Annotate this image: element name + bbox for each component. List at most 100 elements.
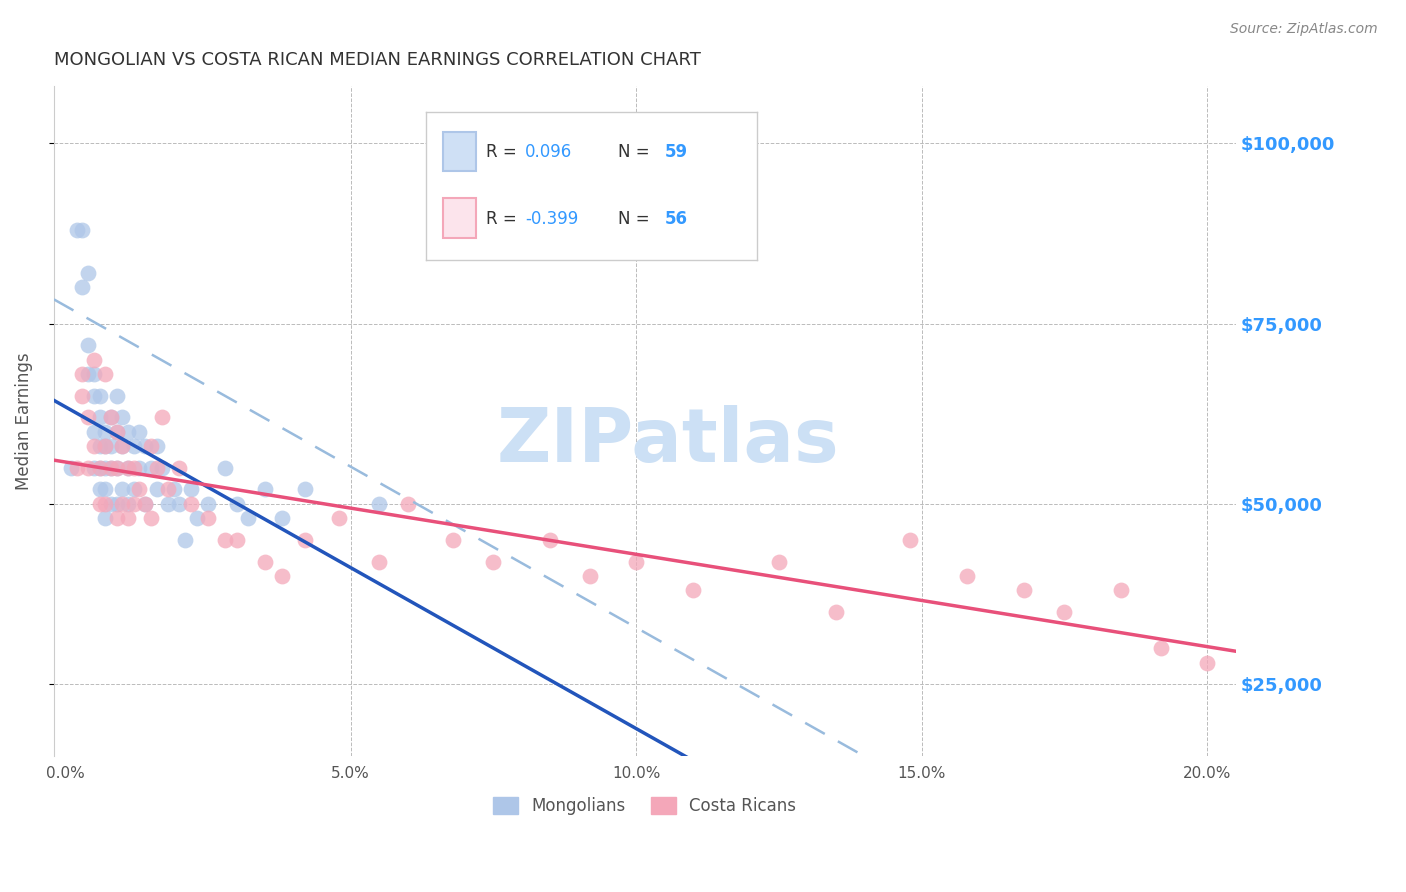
Point <box>94 439 117 453</box>
Point <box>254 555 277 569</box>
Point <box>128 483 150 497</box>
Point <box>105 460 128 475</box>
Point <box>1195 656 1218 670</box>
Text: Source: ZipAtlas.com: Source: ZipAtlas.com <box>1230 22 1378 37</box>
Point <box>163 483 186 497</box>
Point <box>150 410 173 425</box>
Point <box>77 338 100 352</box>
Point <box>77 410 100 425</box>
Point <box>83 352 105 367</box>
Point <box>624 555 647 569</box>
Text: ZIPatlas: ZIPatlas <box>496 404 839 477</box>
Point <box>225 497 247 511</box>
Point <box>254 483 277 497</box>
Point <box>122 483 145 497</box>
Point <box>100 460 122 475</box>
Point <box>105 497 128 511</box>
Point <box>368 497 391 511</box>
Point <box>111 483 134 497</box>
Point <box>768 555 790 569</box>
Point <box>72 367 94 381</box>
Point <box>145 460 167 475</box>
Point <box>94 497 117 511</box>
Point <box>100 497 122 511</box>
Point <box>77 367 100 381</box>
Point <box>72 280 94 294</box>
Point <box>682 583 704 598</box>
Point <box>139 439 162 453</box>
Point <box>100 460 122 475</box>
Point <box>225 533 247 547</box>
Point <box>294 533 316 547</box>
Point <box>117 511 139 525</box>
Point <box>72 389 94 403</box>
Point <box>294 483 316 497</box>
Point <box>100 410 122 425</box>
Point <box>1150 641 1173 656</box>
Point <box>540 533 562 547</box>
Point <box>271 511 294 525</box>
Point <box>122 439 145 453</box>
Point <box>956 569 979 583</box>
Point <box>94 483 117 497</box>
Point <box>1014 583 1036 598</box>
Point <box>111 410 134 425</box>
Point <box>89 497 111 511</box>
Point <box>94 425 117 439</box>
Point <box>89 439 111 453</box>
Point <box>328 511 350 525</box>
Point <box>156 483 179 497</box>
Legend: Mongolians, Costa Ricans: Mongolians, Costa Ricans <box>486 790 803 822</box>
Point <box>134 497 156 511</box>
Point <box>94 460 117 475</box>
Point <box>89 460 111 475</box>
Point <box>180 483 202 497</box>
Point <box>105 425 128 439</box>
Point <box>134 439 156 453</box>
Point <box>174 533 197 547</box>
Point <box>180 497 202 511</box>
Point <box>825 605 848 619</box>
Point <box>156 497 179 511</box>
Point <box>72 223 94 237</box>
Point <box>898 533 921 547</box>
Point <box>197 497 219 511</box>
Point <box>396 497 419 511</box>
Point <box>236 511 259 525</box>
Point <box>83 389 105 403</box>
Point <box>66 460 89 475</box>
Point <box>139 511 162 525</box>
Point <box>89 410 111 425</box>
Point <box>111 497 134 511</box>
Point <box>89 389 111 403</box>
Point <box>214 460 236 475</box>
Point <box>1053 605 1076 619</box>
Point <box>214 533 236 547</box>
Point <box>579 569 602 583</box>
Point <box>443 533 465 547</box>
Point <box>122 460 145 475</box>
Point <box>368 555 391 569</box>
Point <box>122 497 145 511</box>
Point <box>1111 583 1133 598</box>
Point <box>77 460 100 475</box>
Point <box>100 410 122 425</box>
Point <box>197 511 219 525</box>
Point <box>66 223 89 237</box>
Point <box>117 497 139 511</box>
Point <box>169 460 191 475</box>
Point <box>77 266 100 280</box>
Point <box>128 460 150 475</box>
Point <box>83 367 105 381</box>
Point <box>145 483 167 497</box>
Point <box>111 439 134 453</box>
Point <box>105 425 128 439</box>
Point <box>94 367 117 381</box>
Point <box>139 460 162 475</box>
Point <box>117 460 139 475</box>
Point <box>105 511 128 525</box>
Point <box>94 511 117 525</box>
Point <box>145 439 167 453</box>
Point <box>83 439 105 453</box>
Point <box>169 497 191 511</box>
